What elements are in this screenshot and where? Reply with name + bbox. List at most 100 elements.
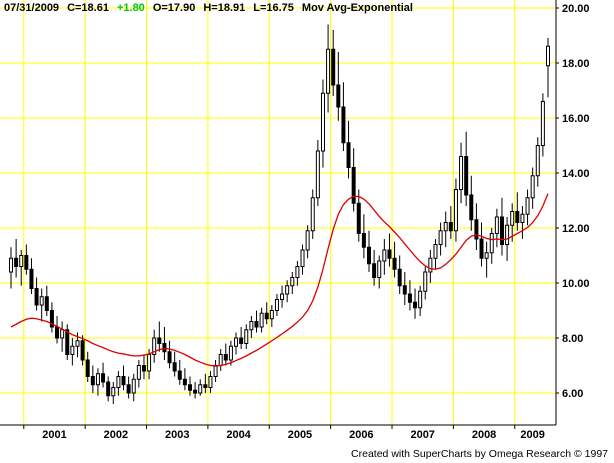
candle-body	[459, 156, 464, 190]
candle-body	[198, 384, 203, 394]
candles-layer	[9, 24, 550, 404]
candle-body	[254, 321, 259, 328]
candle-body	[188, 384, 192, 391]
candle-body	[34, 288, 39, 306]
y-axis-label: 16.00	[562, 113, 590, 125]
candle-body	[336, 84, 341, 108]
candle-body	[121, 376, 126, 386]
candle-body	[433, 244, 438, 259]
candle-body	[126, 384, 131, 394]
candle-body	[65, 329, 70, 355]
y-axis-label: 14.00	[562, 168, 590, 180]
y-axis-label: 18.00	[562, 58, 590, 70]
candle-body	[44, 296, 49, 311]
y-axis-label: 6.00	[562, 388, 583, 400]
candle-body	[331, 48, 336, 86]
candle-body	[479, 238, 484, 259]
y-axis-label: 8.00	[562, 333, 583, 345]
x-axis-label: 2003	[165, 429, 189, 441]
candle-body	[428, 257, 433, 273]
candle-body	[193, 389, 198, 394]
candle-body	[141, 365, 146, 372]
candle-body	[448, 222, 453, 232]
x-axis-label: 2002	[104, 429, 128, 441]
candle-body	[85, 359, 90, 377]
indicator-label: Mov Avg-Exponential	[301, 2, 413, 14]
candle-body	[162, 343, 167, 353]
candle-body	[423, 271, 428, 292]
candle-body	[402, 285, 407, 295]
candle-body	[515, 211, 520, 223]
candle-body	[131, 378, 136, 394]
candle-body	[372, 263, 377, 278]
candle-body	[382, 249, 387, 262]
candle-body	[326, 48, 331, 94]
grid-layer	[0, 0, 556, 425]
candle-body	[106, 381, 111, 397]
candle-body	[182, 378, 187, 386]
candle-body	[111, 387, 116, 397]
candle-body	[95, 373, 100, 386]
candle-body	[535, 145, 540, 177]
candle-body	[469, 194, 474, 221]
candle-body	[167, 351, 172, 364]
candle-body	[525, 197, 530, 215]
candle-body	[249, 321, 254, 331]
y-axis-label: 20.00	[562, 3, 590, 15]
candle-body	[19, 255, 24, 267]
candle-body	[218, 354, 223, 366]
axes-layer	[0, 0, 559, 429]
x-axis-label: 2009	[520, 429, 544, 441]
x-axis-label: 2001	[42, 429, 66, 441]
candle-body	[356, 202, 361, 234]
quote-date: 07/31/2009	[4, 2, 60, 14]
x-axis-label: 2004	[226, 429, 251, 441]
candle-body	[310, 197, 315, 232]
candle-body	[341, 106, 346, 144]
candle-body	[203, 384, 208, 388]
x-axis-label: 2006	[349, 429, 373, 441]
x-axis-label: 2008	[472, 429, 496, 441]
candle-body	[177, 370, 182, 380]
candle-body	[136, 365, 141, 380]
candle-body	[259, 312, 264, 328]
candle-body	[505, 224, 510, 245]
candle-body	[540, 101, 545, 146]
candle-body	[464, 156, 469, 196]
candle-body	[346, 142, 351, 168]
candle-body	[453, 189, 458, 232]
candle-body	[443, 222, 448, 232]
candle-body	[530, 175, 535, 199]
candle-body	[387, 249, 392, 259]
candle-body	[392, 257, 397, 270]
candle-body	[510, 211, 515, 226]
candle-body	[90, 376, 95, 386]
candle-body	[361, 233, 366, 248]
candle-body	[244, 329, 249, 344]
candle-body	[546, 45, 550, 67]
candle-body	[397, 268, 402, 287]
candle-body	[39, 296, 44, 306]
candle-body	[520, 213, 525, 223]
candle-body	[280, 293, 285, 300]
candle-body	[116, 376, 121, 388]
candle-body	[305, 230, 310, 251]
candle-body	[24, 255, 29, 270]
candle-body	[300, 249, 305, 267]
candle-body	[101, 373, 106, 383]
axis-labels: 20.00 18.00 16.00 14.00 12.00 10.00 8.00 6.00 20…	[42, 3, 589, 441]
candle-body	[75, 340, 80, 347]
candle-body	[499, 216, 504, 245]
quote-open: O=17.90	[152, 2, 196, 14]
x-axis-label: 2005	[288, 429, 312, 441]
candle-body	[239, 337, 244, 344]
candle-body	[29, 268, 34, 289]
candle-body	[377, 260, 382, 278]
y-axis-label: 10.00	[562, 278, 590, 290]
candle-body	[407, 293, 412, 303]
candle-body	[494, 216, 499, 234]
candle-body	[474, 219, 479, 240]
candle-body	[351, 167, 356, 204]
